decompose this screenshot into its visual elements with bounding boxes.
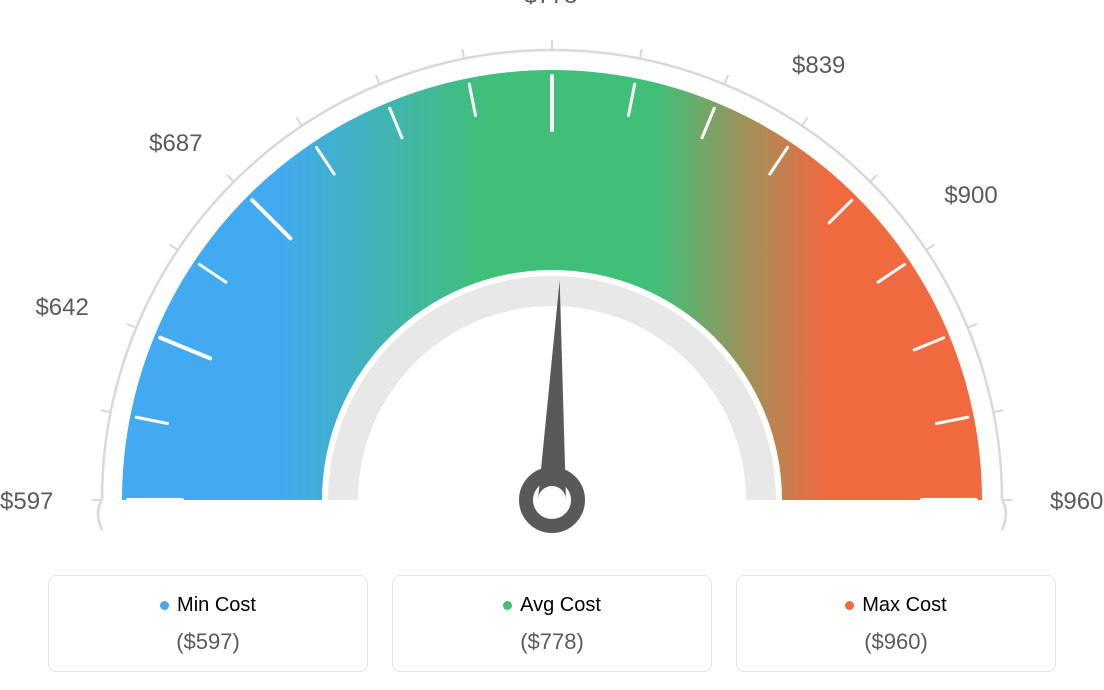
bullet-icon bbox=[160, 601, 169, 610]
legend-label: Min Cost bbox=[177, 594, 256, 617]
legend-card-min: Min Cost ($597) bbox=[48, 575, 368, 672]
legend-card-avg: Avg Cost ($778) bbox=[392, 575, 712, 672]
legend-label: Avg Cost bbox=[520, 594, 601, 617]
gauge-svg bbox=[0, 0, 1104, 560]
legend-label: Max Cost bbox=[862, 594, 946, 617]
bullet-icon bbox=[503, 601, 512, 610]
legend-value: ($960) bbox=[747, 629, 1045, 655]
legend-row: Min Cost ($597) Avg Cost ($778) Max Cost… bbox=[0, 575, 1104, 672]
gauge-chart: $597 $642 $687 $778 $839 $900 $960 bbox=[0, 0, 1104, 560]
bullet-icon bbox=[845, 601, 854, 610]
gauge-tick-label: $778 bbox=[524, 0, 577, 10]
legend-card-max: Max Cost ($960) bbox=[736, 575, 1056, 672]
legend-title-min: Min Cost bbox=[160, 594, 256, 617]
legend-title-max: Max Cost bbox=[845, 594, 946, 617]
legend-value: ($597) bbox=[59, 629, 357, 655]
gauge-tick-label: $687 bbox=[149, 130, 202, 158]
gauge-tick-label: $839 bbox=[792, 52, 845, 80]
gauge-tick-label: $960 bbox=[1050, 488, 1103, 516]
gauge-tick-label: $900 bbox=[944, 182, 997, 210]
gauge-tick-label: $642 bbox=[35, 294, 88, 322]
gauge-tick-label: $597 bbox=[0, 488, 53, 516]
legend-value: ($778) bbox=[403, 629, 701, 655]
legend-title-avg: Avg Cost bbox=[503, 594, 601, 617]
